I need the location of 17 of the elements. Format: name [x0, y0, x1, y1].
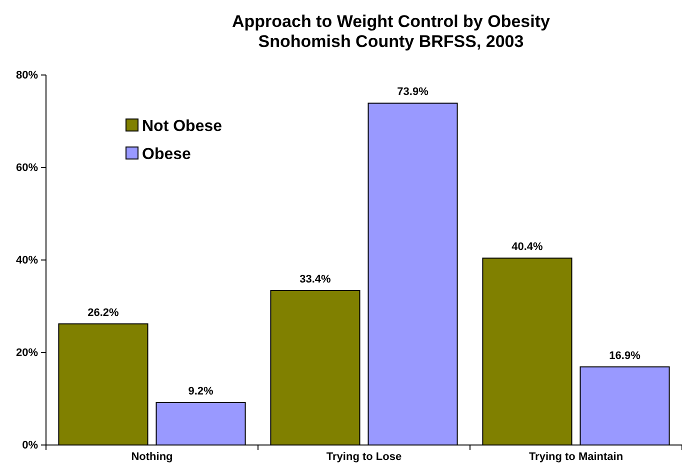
data-label: 26.2%	[88, 306, 120, 319]
chart-title: Approach to Weight Control by Obesity Snohomish County BRFSS, 2003	[232, 12, 551, 51]
data-label: 73.9%	[397, 86, 429, 98]
y-tick-label: 40%	[16, 254, 38, 267]
data-label: 16.9%	[609, 350, 641, 362]
x-tick-label: Nothing	[131, 451, 173, 464]
y-tick-label: 80%	[16, 70, 38, 82]
legend-label: Not Obese	[142, 118, 222, 135]
data-label: 9.2%	[188, 385, 214, 398]
data-label: 40.4%	[512, 241, 544, 254]
legend-label: Obese	[142, 146, 192, 163]
y-tick-label: 20%	[16, 347, 38, 360]
y-tick-label: 0%	[22, 440, 38, 452]
x-tick-label: Trying to Maintain	[528, 451, 624, 464]
y-tick-label: 60%	[16, 162, 38, 174]
data-label: 33.4%	[300, 274, 332, 286]
x-tick-label: Trying to Lose	[326, 451, 402, 464]
